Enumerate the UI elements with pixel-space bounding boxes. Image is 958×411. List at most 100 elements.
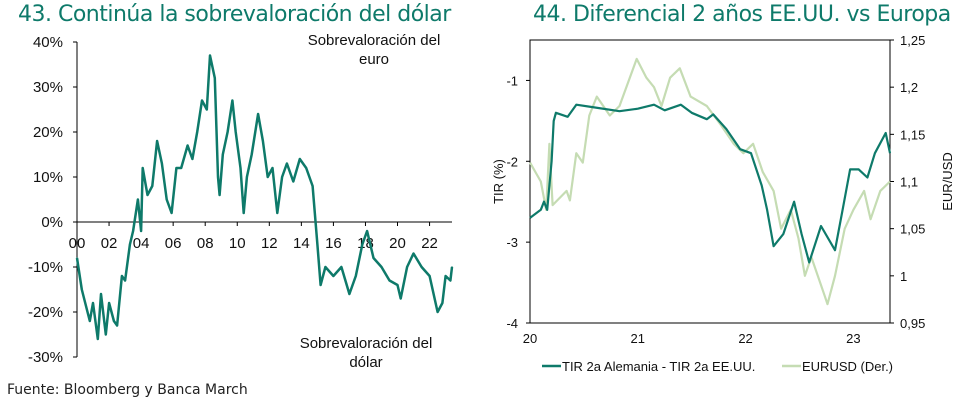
data-point <box>170 212 173 214</box>
x-tick-label: 20 <box>523 331 537 346</box>
x-tick-label: 06 <box>165 235 182 252</box>
data-point <box>226 131 229 133</box>
x-tick-label: 12 <box>261 235 278 252</box>
data-point <box>218 194 221 196</box>
data-point <box>396 284 399 286</box>
data-point <box>380 266 383 268</box>
data-point <box>305 167 307 169</box>
data-point <box>436 311 439 313</box>
data-point <box>250 153 253 156</box>
y-tick-label: -10% <box>28 259 63 276</box>
data-point <box>324 266 327 268</box>
data-point <box>165 198 168 201</box>
data-point <box>113 320 115 322</box>
data-point <box>441 302 444 304</box>
data-point <box>81 288 83 291</box>
data-point <box>89 320 91 322</box>
annotation-euro-line2: euro <box>359 51 389 68</box>
data-point <box>406 266 408 268</box>
data-point <box>151 185 154 187</box>
data-point <box>186 144 189 147</box>
data-point <box>451 266 453 268</box>
annotation-dollar-line2: dólar <box>349 354 382 371</box>
plot-frame <box>529 39 891 324</box>
data-point <box>372 257 375 259</box>
annotation-euro-line1: Sobrevaloración del <box>308 32 441 49</box>
data-point <box>286 162 288 165</box>
series-line <box>75 54 454 341</box>
data-point <box>262 140 264 142</box>
y2-tick-label: 1,15 <box>900 127 925 142</box>
source-note: Fuente: Bloomberg y Banca March <box>7 382 248 398</box>
data-point <box>246 176 248 178</box>
x-tick-label: 22 <box>421 235 438 252</box>
x-tick-label: 21 <box>631 331 645 346</box>
data-point <box>191 158 194 160</box>
data-point <box>105 333 107 336</box>
data-point <box>76 257 78 259</box>
data-point <box>161 162 163 165</box>
data-point <box>449 279 452 282</box>
data-point <box>201 99 203 102</box>
data-point <box>428 275 431 277</box>
data-point <box>132 230 134 232</box>
y-tick-label: 30% <box>33 79 63 96</box>
y-tick-label: -20% <box>28 304 63 321</box>
data-point <box>412 252 415 255</box>
annotation-dollar-line1: Sobrevaloración del <box>300 335 433 352</box>
y-tick-label: -1 <box>506 73 518 88</box>
data-point <box>108 302 110 304</box>
y2-tick-label: 1,25 <box>900 33 925 48</box>
data-point <box>196 131 198 133</box>
y2-tick-label: 1,1 <box>900 175 918 190</box>
data-point <box>156 140 158 142</box>
x-tick-label: 00 <box>69 235 86 252</box>
data-point <box>146 194 149 196</box>
y-tick-label: 0% <box>41 214 63 231</box>
data-point <box>366 230 368 232</box>
data-point <box>141 167 144 169</box>
y-tick-label: -2 <box>506 154 518 169</box>
data-point <box>242 212 245 214</box>
data-point <box>97 338 99 340</box>
x-tick-label: 22 <box>738 331 752 346</box>
data-point <box>444 275 447 277</box>
chart1: 40% 30% 20% 10% 0% -10% -20% -30% 00 02 04 06 08 10 12… <box>28 32 454 371</box>
data-point <box>292 180 295 183</box>
x-tick-label: 08 <box>197 235 214 252</box>
data-point <box>239 167 242 169</box>
x-tick-label: 04 <box>133 235 150 252</box>
y-tick-label: -4 <box>506 316 518 331</box>
data-point <box>388 279 391 282</box>
data-point <box>121 275 123 277</box>
y2-tick-label: 1,05 <box>900 222 925 237</box>
data-point <box>355 275 357 277</box>
y2-tick-label: 1,2 <box>900 80 918 95</box>
y2-axis-label: EUR/USD <box>940 152 955 211</box>
data-point <box>348 293 351 295</box>
y-tick-label: -3 <box>506 235 518 250</box>
data-point <box>332 275 335 277</box>
data-point <box>271 167 274 169</box>
x-tick-label: 23 <box>846 331 860 346</box>
data-point <box>234 131 237 133</box>
data-point <box>124 279 126 282</box>
data-point <box>257 113 259 115</box>
x-tick-label: 02 <box>101 235 118 252</box>
x-tick-label: 20 <box>389 235 406 252</box>
chart2: -1 -2 -3 -4 1,25 1,2 1,15 1,1 1,05 1 0,95 20 21 22 23 T… <box>491 33 955 374</box>
data-point <box>361 243 364 246</box>
data-point <box>180 167 182 169</box>
x-tick-label: 10 <box>229 235 246 252</box>
y2-tick-label: 1 <box>900 269 907 284</box>
chart2-title: 44. Diferencial 2 años EE.UU. vs Europa <box>533 2 951 27</box>
data-point <box>231 99 234 102</box>
x-tick-label: 16 <box>325 235 342 252</box>
data-point <box>137 198 139 201</box>
data-point <box>281 176 283 178</box>
data-point <box>420 266 423 268</box>
y-tick-label: -30% <box>28 349 63 366</box>
data-point <box>319 284 322 286</box>
data-point <box>100 293 102 295</box>
